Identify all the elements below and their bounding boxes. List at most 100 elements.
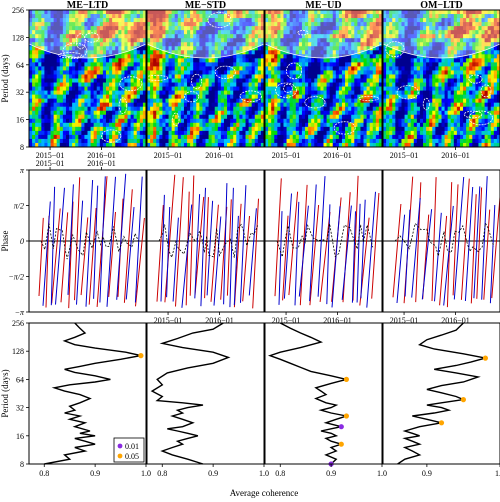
heatmap-cell xyxy=(447,102,452,108)
heatmap-cell xyxy=(239,122,244,128)
heatmap-cell xyxy=(109,74,113,80)
heatmap-cell xyxy=(196,130,200,136)
heatmap-cell xyxy=(450,62,455,68)
heatmap-cell xyxy=(487,86,492,92)
heatmap-cell xyxy=(301,130,306,136)
x-tick-label: 2015−01 xyxy=(154,151,183,160)
heatmap-cell xyxy=(257,86,262,92)
heatmap-cell xyxy=(230,110,234,116)
heatmap-cell xyxy=(401,54,406,59)
heatmap-cell xyxy=(351,94,355,100)
heatmap-cell xyxy=(147,38,151,43)
heatmap-cell xyxy=(372,22,377,27)
heatmap-cell xyxy=(81,90,86,96)
heatmap-cell xyxy=(199,50,204,55)
heatmap-cell xyxy=(456,42,461,47)
heatmap-cell xyxy=(450,46,455,51)
heatmap-cell xyxy=(295,42,300,47)
heatmap-cell xyxy=(133,70,138,76)
heatmap-cell xyxy=(301,94,306,100)
heatmap-cell xyxy=(456,102,461,108)
heatmap-cell xyxy=(242,34,247,39)
heatmap-cell xyxy=(112,10,116,15)
heatmap-cell xyxy=(254,62,259,68)
heatmap-cell xyxy=(410,98,415,104)
heatmap-cell xyxy=(265,94,269,100)
heatmap-cell xyxy=(301,18,306,23)
heatmap-cell xyxy=(292,10,297,15)
heatmap-cell xyxy=(251,138,256,144)
heatmap-cell xyxy=(419,42,424,47)
heatmap-cell xyxy=(180,90,185,96)
heatmap-cell xyxy=(329,66,334,72)
heatmap-cell xyxy=(289,110,294,116)
heatmap-cell xyxy=(345,42,349,47)
heatmap-cell xyxy=(490,22,495,27)
heatmap-cell xyxy=(369,106,374,112)
heatmap-cell xyxy=(363,50,368,55)
heatmap-cell xyxy=(311,26,315,31)
heatmap-cell xyxy=(230,90,234,96)
heatmap-cell xyxy=(254,106,259,112)
heatmap-cell xyxy=(289,126,294,132)
heatmap-cell xyxy=(156,94,160,100)
heatmap-cell xyxy=(105,14,110,19)
heatmap-cell xyxy=(124,58,129,63)
heatmap-cell xyxy=(305,126,309,132)
heatmap-cell xyxy=(59,134,64,140)
heatmap-cell xyxy=(444,94,449,100)
heatmap-cell xyxy=(472,62,476,68)
heatmap-cell xyxy=(320,62,325,68)
heatmap-cell xyxy=(208,102,213,108)
heatmap-cell xyxy=(69,122,73,128)
heatmap-cell xyxy=(323,10,328,15)
heatmap-cell xyxy=(277,66,281,72)
heatmap-cell xyxy=(78,50,82,55)
heatmap-cell xyxy=(156,70,160,76)
heatmap-cell xyxy=(165,122,170,128)
heatmap-cell xyxy=(118,30,122,35)
heatmap-cell xyxy=(463,10,467,15)
heatmap-cell xyxy=(493,110,498,116)
heatmap-cell xyxy=(239,30,244,35)
heatmap-cell xyxy=(357,10,362,15)
heatmap-cell xyxy=(496,106,500,112)
heatmap-cell xyxy=(211,142,216,147)
heatmap-cell xyxy=(102,98,107,104)
heatmap-cell xyxy=(190,54,194,59)
heatmap-cell xyxy=(404,10,409,15)
heatmap-cell xyxy=(429,38,433,43)
heatmap-cell xyxy=(159,90,163,96)
heatmap-cell xyxy=(248,126,253,132)
heatmap-cell xyxy=(386,82,390,88)
heatmap-cell xyxy=(254,82,259,88)
heatmap-cell xyxy=(363,90,368,96)
heatmap-cell xyxy=(484,42,489,47)
heatmap-cell xyxy=(301,42,306,47)
heatmap-cell xyxy=(227,26,231,31)
heatmap-cell xyxy=(478,90,483,96)
heatmap-cell xyxy=(326,82,331,88)
heatmap-cell xyxy=(265,82,269,88)
heatmap-cell xyxy=(450,118,455,124)
heatmap-cell xyxy=(487,14,492,19)
heatmap-cell xyxy=(466,38,470,43)
heatmap-cell xyxy=(426,22,430,27)
heatmap-cell xyxy=(217,74,222,80)
heatmap-cell xyxy=(280,126,285,132)
heatmap-cell xyxy=(326,54,331,59)
heatmap-cell xyxy=(301,102,306,108)
heatmap-cell xyxy=(87,142,92,147)
heatmap-cell xyxy=(441,70,446,76)
heatmap-cell xyxy=(245,42,250,47)
heatmap-cell xyxy=(487,70,492,76)
heatmap-cell xyxy=(478,26,483,31)
heatmap-cell xyxy=(99,14,104,19)
heatmap-cell xyxy=(295,18,300,23)
heatmap-cell xyxy=(265,118,269,124)
heatmap-cell xyxy=(56,14,61,19)
heatmap-cell xyxy=(369,142,374,147)
heatmap-cell xyxy=(459,58,464,63)
heatmap-cell xyxy=(271,38,275,43)
heatmap-cell xyxy=(311,102,315,108)
